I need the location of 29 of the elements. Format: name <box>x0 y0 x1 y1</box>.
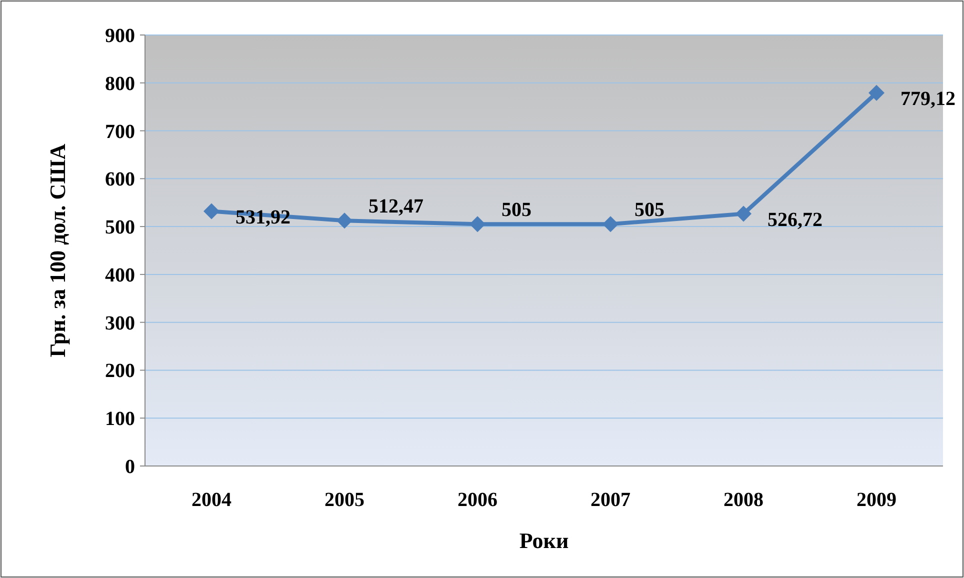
y-tick-label: 800 <box>105 72 135 95</box>
point <box>204 203 220 220</box>
x-axis-title: Роки <box>519 528 569 553</box>
data-label: 526,72 <box>768 208 822 231</box>
x-tick-label: 2009 <box>856 489 896 511</box>
y-axis-title: Грн. за 100 дол. США <box>45 144 70 358</box>
data-label: 505 <box>634 199 664 222</box>
data-label: 779,12 <box>900 88 956 110</box>
y-tick-label: 600 <box>105 168 135 191</box>
x-tick-label: 2008 <box>724 489 764 511</box>
x-tick-label: 2004 <box>192 489 232 511</box>
point <box>336 212 352 229</box>
y-tick-label: 900 <box>105 25 135 47</box>
point <box>736 206 752 222</box>
y-tick-label: 200 <box>105 360 135 382</box>
y-tick-label: 300 <box>105 312 135 334</box>
y-tick-label: 700 <box>105 120 135 143</box>
y-tick-label: 100 <box>105 408 135 430</box>
point <box>470 216 486 232</box>
y-tick-label: 0 <box>125 456 135 478</box>
x-tick-label: 2007 <box>590 489 630 511</box>
x-tick-label: 2005 <box>324 489 364 511</box>
y-tick-label: 500 <box>105 216 135 239</box>
x-tick-label: 2006 <box>458 489 498 511</box>
y-tick-label: 400 <box>105 264 135 286</box>
point <box>868 84 884 101</box>
data-label: 505 <box>502 199 532 222</box>
point <box>602 216 618 232</box>
data-label: 512,47 <box>368 196 424 218</box>
